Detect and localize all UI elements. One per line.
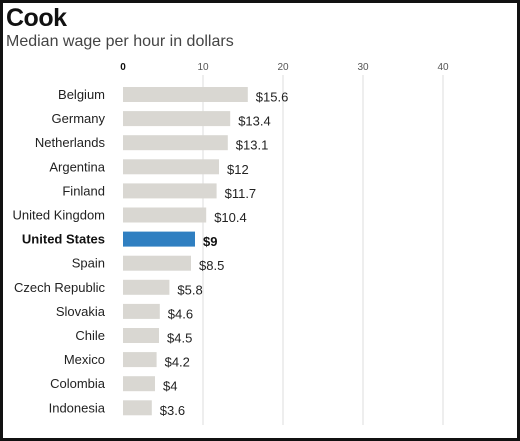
bar-row: Czech Republic $5.8 bbox=[14, 279, 203, 297]
x-tick-label: 0 bbox=[120, 62, 126, 73]
category-label: Colombia bbox=[50, 376, 106, 391]
bar bbox=[123, 376, 155, 392]
bar bbox=[123, 87, 248, 102]
category-label: Spain bbox=[72, 256, 105, 271]
category-label: Czech Republic bbox=[14, 280, 106, 295]
x-tick-label: 30 bbox=[357, 62, 369, 73]
bar-row: Netherlands $13.1 bbox=[35, 135, 268, 153]
value-label: $4.5 bbox=[167, 331, 192, 346]
value-label: $10.4 bbox=[214, 210, 247, 225]
bar bbox=[123, 352, 157, 368]
bar-row: Colombia $4 bbox=[50, 376, 177, 394]
bar-row: Chile $4.5 bbox=[75, 328, 192, 346]
category-label: United States bbox=[22, 232, 105, 247]
bar-row: Germany $13.4 bbox=[52, 111, 271, 129]
value-label: $13.1 bbox=[236, 138, 269, 153]
value-label: $4.6 bbox=[168, 306, 193, 321]
bar-row: Argentina $12 bbox=[49, 159, 249, 177]
bar-row: Belgium $15.6 bbox=[58, 87, 288, 105]
chart-title: Cook bbox=[6, 4, 67, 32]
bar bbox=[123, 279, 170, 295]
bar bbox=[123, 303, 160, 319]
value-label: $13.4 bbox=[238, 114, 271, 129]
bar-row: United Kingdom $10.4 bbox=[13, 207, 247, 225]
bar bbox=[123, 207, 207, 223]
value-label: $8.5 bbox=[199, 258, 224, 273]
value-label: $11.7 bbox=[225, 186, 257, 201]
value-label: $9 bbox=[203, 234, 217, 249]
bar-row: Slovakia $4.6 bbox=[56, 303, 193, 321]
value-label: $4.2 bbox=[165, 355, 190, 370]
bar-row: United States $9 bbox=[22, 231, 217, 249]
bar bbox=[123, 400, 152, 416]
category-label: Indonesia bbox=[49, 400, 106, 415]
bar bbox=[123, 183, 217, 199]
category-label: Slovakia bbox=[56, 304, 106, 319]
value-label: $12 bbox=[227, 162, 249, 177]
bar bbox=[123, 328, 159, 343]
bar bbox=[123, 135, 228, 151]
category-label: United Kingdom bbox=[13, 208, 106, 223]
bar-row: Indonesia $3.6 bbox=[49, 400, 185, 418]
category-label: Finland bbox=[62, 183, 105, 198]
value-label: $4 bbox=[163, 379, 177, 394]
category-label: Netherlands bbox=[35, 135, 106, 150]
bar-row: Mexico $4.2 bbox=[64, 352, 190, 370]
category-label: Belgium bbox=[58, 87, 105, 102]
bar-chart: 0 10 20 30 40 Belgium $15.6 Germany $13.4 Nether… bbox=[13, 62, 449, 425]
bars: Belgium $15.6 Germany $13.4 Netherlands $13.1… bbox=[13, 87, 288, 418]
bar bbox=[123, 231, 195, 247]
category-label: Argentina bbox=[49, 159, 105, 174]
bar bbox=[123, 255, 191, 271]
x-axis-ticks: 0 10 20 30 40 bbox=[120, 62, 449, 73]
category-label: Chile bbox=[75, 328, 105, 343]
bar-row: Spain $8.5 bbox=[72, 255, 224, 273]
bar bbox=[123, 159, 219, 175]
x-tick-label: 20 bbox=[277, 62, 289, 73]
value-label: $5.8 bbox=[177, 282, 202, 297]
value-label: $15.6 bbox=[256, 90, 289, 105]
bar-row: Finland $11.7 bbox=[62, 183, 256, 201]
category-label: Mexico bbox=[64, 352, 105, 367]
x-tick-label: 10 bbox=[197, 62, 209, 73]
chart-subtitle: Median wage per hour in dollars bbox=[6, 33, 234, 50]
gridlines bbox=[202, 75, 444, 425]
category-label: Germany bbox=[52, 111, 106, 126]
value-label: $3.6 bbox=[160, 403, 185, 418]
bar bbox=[123, 111, 231, 127]
x-tick-label: 40 bbox=[437, 62, 449, 73]
